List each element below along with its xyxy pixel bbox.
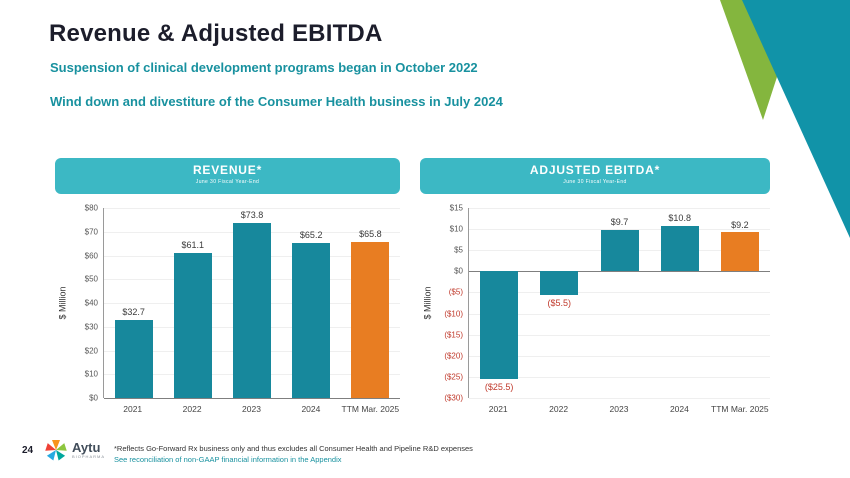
gridline xyxy=(469,229,770,231)
subtitle-consumer-health: Wind down and divestiture of the Consume… xyxy=(50,94,503,109)
revenue-chart-header: REVENUE* June 30 Fiscal Year-End xyxy=(55,158,400,194)
revenue-plot-area: $80 $70 $60 $50 $40 $30 $20 $10 $0 $32.7 $61.1 $73… xyxy=(69,204,400,403)
x-axis-label: 2023 xyxy=(242,404,261,414)
revenue-chart-subtitle: June 30 Fiscal Year-End xyxy=(195,179,260,185)
x-axis-label: 2023 xyxy=(609,404,629,414)
revenue-chart: REVENUE* June 30 Fiscal Year-End $ Milli… xyxy=(55,158,400,414)
bar-value-label: $9.2 xyxy=(731,219,749,230)
x-axis-label: 2021 xyxy=(123,404,143,414)
revenue-plot: $32.7 $61.1 $73.8 $65.2 $65.8 xyxy=(103,208,400,399)
bar-value-label: ($5.5) xyxy=(547,297,572,308)
page-number: 24 xyxy=(22,445,34,456)
bar-value-label: ($25.5) xyxy=(484,382,514,392)
ebitda-y-ticks: $15 $10 $5 $0 ($5) ($10) ($15) ($20) ($25) ($30) xyxy=(434,204,468,403)
bar-value-label: $9.7 xyxy=(610,217,629,228)
footnotes: *Reflects Go-Forward Rx business only an… xyxy=(114,443,473,466)
y-tick-label: $60 xyxy=(84,251,98,260)
ebitda-plot: ($25.5) ($5.5) $9.7 $10.8 $9.2 xyxy=(468,208,770,399)
x-axis-label: TTM Mar. 2025 xyxy=(341,404,400,414)
ebitda-chart-subtitle: June 30 Fiscal Year-End xyxy=(563,179,627,185)
revenue-y-axis-title-text: $ Million xyxy=(57,286,68,320)
revenue-x-labels: 2021 2022 2023 2024 TTM Mar. 2025 xyxy=(103,404,400,414)
revenue-chart-body: $ Million $80 $70 $60 $50 $40 $30 $20 $10 $0 $32… xyxy=(55,204,400,414)
y-tick-label: ($10) xyxy=(444,309,463,319)
revenue-chart-title: REVENUE* xyxy=(192,163,263,177)
ebitda-plot-area: $15 $10 $5 $0 ($5) ($10) ($15) ($20) ($25) ($30) … xyxy=(434,204,770,403)
y-tick-label: ($20) xyxy=(444,351,463,361)
y-tick-label: ($25) xyxy=(444,372,463,382)
ebitda-x-labels: 2021 2022 2023 2024 TTM Mar. 2025 xyxy=(468,404,770,414)
zero-axis-line xyxy=(104,398,400,399)
x-axis-label: 2024 xyxy=(301,404,321,414)
y-tick-label: $0 xyxy=(89,393,98,403)
y-tick-label: $30 xyxy=(84,322,98,332)
gridline xyxy=(469,398,770,399)
x-axis-label: 2021 xyxy=(488,404,508,414)
ebitda-chart: ADJUSTED EBITDA* June 30 Fiscal Year-End… xyxy=(420,158,770,414)
x-axis-label: 2022 xyxy=(182,404,202,414)
bar-ttm-mar-2025 xyxy=(720,232,759,272)
y-tick-label: ($15) xyxy=(444,330,463,340)
bar-2022 xyxy=(173,252,212,398)
bar-value-label: $61.1 xyxy=(181,239,205,250)
y-tick-label: $50 xyxy=(84,274,98,284)
bar-2021 xyxy=(480,271,519,379)
bar-2021 xyxy=(114,320,153,398)
y-tick-label: $10 xyxy=(84,369,98,379)
gridline xyxy=(469,208,770,209)
bar-value-label: $65.8 xyxy=(359,228,382,239)
y-tick-label: $40 xyxy=(84,298,98,308)
revenue-plot-column: $80 $70 $60 $50 $40 $30 $20 $10 $0 $32.7 $61.1 $73… xyxy=(69,204,400,414)
zero-axis-line xyxy=(469,271,770,273)
bar-value-label: $65.2 xyxy=(299,230,323,241)
bar-2024 xyxy=(292,243,331,398)
ebitda-chart-title: ADJUSTED EBITDA* xyxy=(529,163,661,177)
gridline xyxy=(104,208,400,209)
y-tick-label: ($30) xyxy=(444,393,463,403)
ebitda-chart-header: ADJUSTED EBITDA* June 30 Fiscal Year-End xyxy=(420,158,770,194)
x-axis-label: TTM Mar. 2025 xyxy=(711,404,769,414)
y-tick-label: ($5) xyxy=(448,287,463,297)
bar-2022 xyxy=(540,271,579,295)
ebitda-y-axis-title-text: $ Million xyxy=(422,286,433,320)
aytu-logo-icon xyxy=(45,440,67,461)
ebitda-chart-body: $ Million $15 $10 $5 $0 ($5) ($10) ($15) ($20) (… xyxy=(420,204,770,414)
bar-2023 xyxy=(233,222,271,398)
subtitle-clinical-programs: Suspension of clinical development progr… xyxy=(50,60,478,75)
aytu-logo: Aytu BIOPHARMA xyxy=(44,438,105,462)
bar-value-label: $10.8 xyxy=(668,212,691,223)
y-tick-label: $70 xyxy=(84,227,98,237)
y-tick-label: $10 xyxy=(449,224,463,234)
revenue-y-axis-title: $ Million xyxy=(55,208,69,398)
ebitda-plot-column: $15 $10 $5 $0 ($5) ($10) ($15) ($20) ($25) ($30) … xyxy=(434,204,770,414)
x-axis-label: 2024 xyxy=(669,404,689,414)
gridline xyxy=(469,355,770,357)
aytu-logo-subtext: BIOPHARMA xyxy=(72,454,106,459)
bar-2023 xyxy=(600,230,639,272)
y-tick-label: $20 xyxy=(84,346,98,355)
corner-green-triangle xyxy=(720,0,802,120)
gridline xyxy=(469,334,770,336)
aytu-logo-text: Aytu xyxy=(72,440,101,455)
bar-value-label: $73.8 xyxy=(240,209,264,220)
y-tick-label: $80 xyxy=(84,203,98,213)
aytu-logo-text-wrap: Aytu BIOPHARMA xyxy=(72,441,105,459)
revenue-y-ticks: $80 $70 $60 $50 $40 $30 $20 $10 $0 xyxy=(69,204,103,403)
y-tick-label: $0 xyxy=(454,266,463,276)
bar-2024 xyxy=(660,225,699,272)
gridline xyxy=(469,376,770,378)
footnote-line-1: *Reflects Go-Forward Rx business only an… xyxy=(114,444,473,453)
bar-value-label: $32.7 xyxy=(122,307,145,318)
x-axis-label: 2022 xyxy=(549,404,569,414)
footnote-line-2: See reconciliation of non-GAAP financial… xyxy=(114,455,342,465)
ebitda-y-axis-title: $ Million xyxy=(420,208,434,398)
y-tick-label: $5 xyxy=(454,245,463,255)
gridline xyxy=(469,292,770,294)
bar-ttm-mar-2025 xyxy=(351,241,390,398)
y-tick-label: $15 xyxy=(449,203,463,213)
gridline xyxy=(469,313,770,315)
page-title: Revenue & Adjusted EBITDA xyxy=(49,20,383,47)
